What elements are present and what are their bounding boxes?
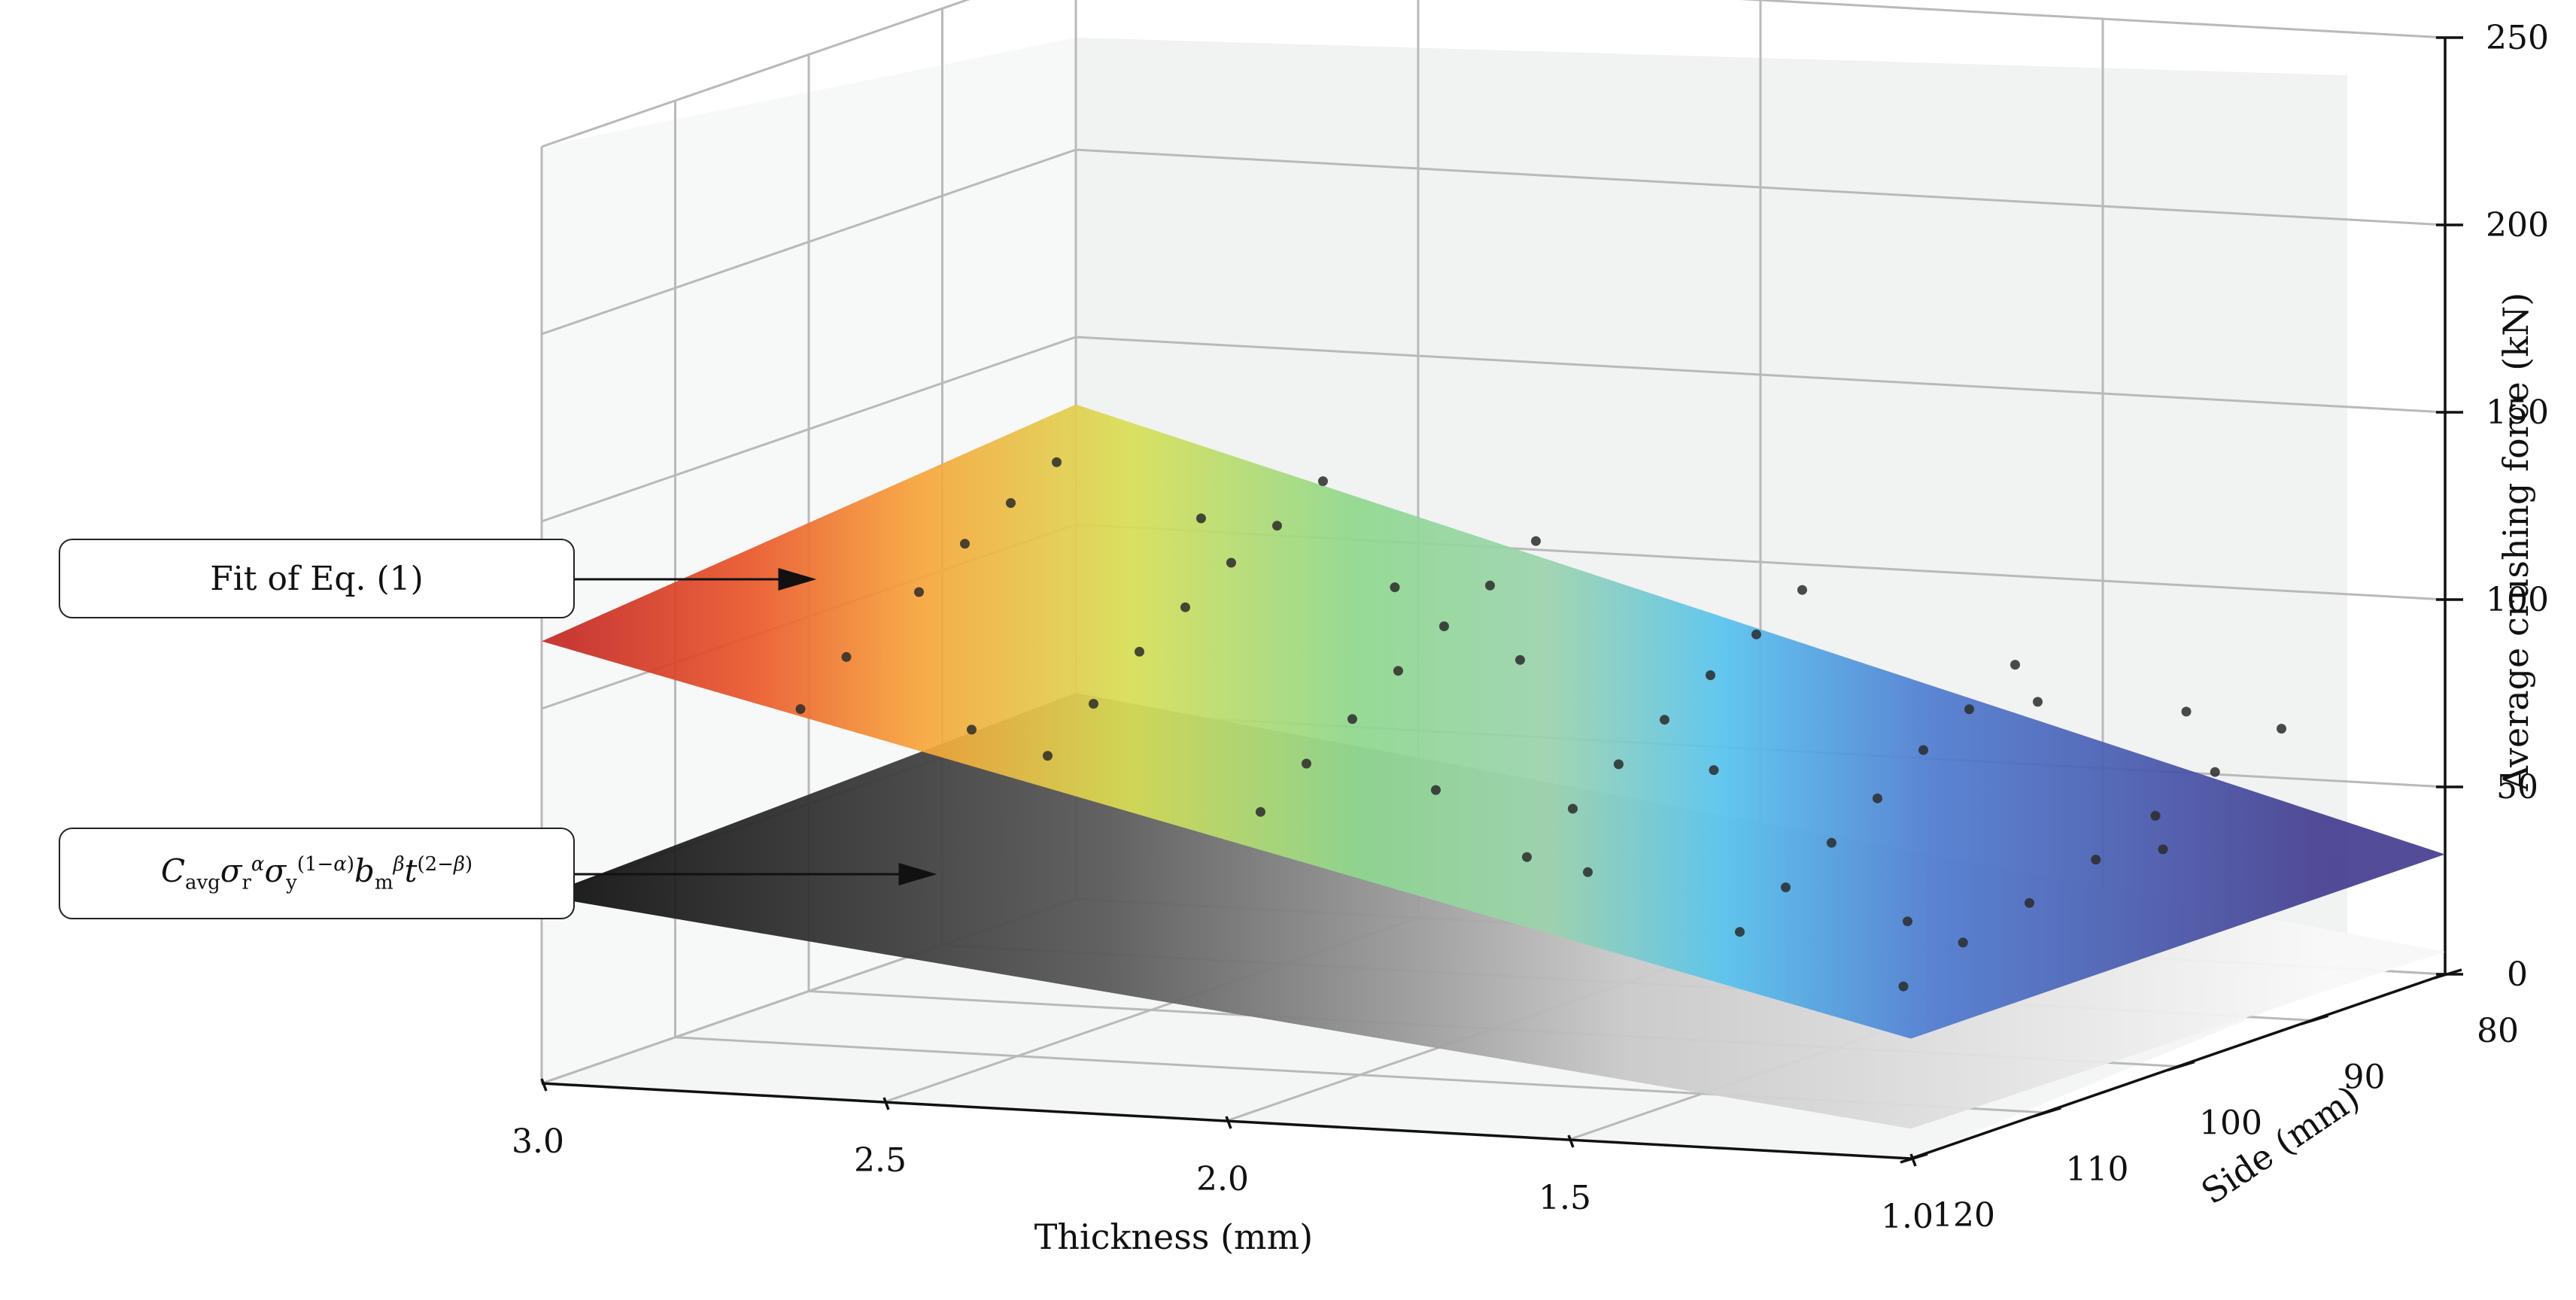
z-tick-label: 50 [2496,768,2538,806]
data-point [1797,585,1807,595]
data-point [1390,582,1400,593]
x-tick [882,1097,890,1110]
x-tick-label: 3.0 [512,1122,564,1161]
y-tick-label: 100 [2199,1104,2262,1143]
callout-arrows [575,567,937,886]
data-point [1347,714,1357,724]
data-point [1515,655,1525,665]
data-point [1439,621,1449,631]
x-tick [1225,1116,1232,1129]
data-point [1583,867,1593,877]
data-point [1135,646,1144,657]
data-point [2150,810,2161,821]
formula-callout-box: Cavgσrασy(1−α)bmβt(2−β) [59,828,575,919]
y-tick [2300,1014,2329,1025]
fit-surface [542,404,2445,1039]
data-point [1318,476,1328,487]
data-point [1751,629,1761,639]
z-tick-label: 0 [2507,955,2528,994]
x-tick-label: 2.5 [854,1141,907,1180]
data-point [914,587,924,597]
ticks [540,36,2463,1167]
data-point [1568,803,1578,814]
x-tick [1909,1153,1917,1167]
y-tick-label: 120 [1932,1196,1995,1235]
grid-line [541,0,971,148]
data-point [1964,704,1974,715]
scatter-points [795,457,2286,992]
data-point [1660,715,1669,725]
grid-line [541,148,1077,336]
y-tick [2167,1060,2195,1072]
data-point [1614,759,1624,770]
data-point [1903,916,1912,927]
grid-line [541,336,1077,523]
data-point [2010,660,2020,670]
data-point [841,652,852,662]
y-axis-label: Side (mm) [2194,1077,2367,1212]
y-tick [2033,1107,2062,1118]
x-axis-line [541,1082,1912,1160]
y-tick-label: 110 [2066,1150,2129,1189]
y-tick-label: 80 [2477,1012,2519,1050]
data-point [1781,882,1791,892]
data-point [1898,981,1909,992]
z-tick-label: 150 [2486,393,2549,432]
data-point [1706,670,1715,680]
z-tick-label: 100 [2486,581,2549,619]
tick-labels: 3.0 2.5 2.0 1.5 1.0 80 90 100 110 120 0 50 100 150 200… [512,19,2549,1236]
x-tick [540,1078,548,1092]
data-point [2210,767,2220,777]
x-tick-label: 1.5 [1539,1179,1591,1217]
z-axis-label: Average crushing force (kN) [2496,293,2536,792]
x-tick [1567,1134,1575,1148]
data-point [1827,837,1836,848]
z-tick-label: 250 [2486,19,2549,57]
y-tick [1900,1153,1928,1164]
data-point [1531,536,1541,546]
grid-line [1075,336,2446,414]
data-point [2033,697,2043,707]
data-point [1226,557,1236,568]
data-point [795,704,806,714]
data-point [967,724,977,735]
data-point [1302,758,1311,769]
grid-line [1075,148,2446,226]
data-point [1958,937,1968,948]
data-point [1180,602,1190,612]
grid-line [1739,0,2446,39]
y-tick-label: 90 [2344,1058,2386,1096]
data-point [1089,699,1098,709]
z-tick-label: 200 [2486,206,2549,245]
data-point [960,539,970,549]
data-point [1256,806,1265,817]
data-point [1272,521,1282,531]
fit-callout-box: Fit of Eq. (1) [59,539,575,618]
data-point [1522,852,1532,862]
data-point [1393,666,1403,676]
data-point [1918,745,1928,755]
data-point [1873,793,1882,803]
data-point [2181,706,2192,717]
x-tick-label: 2.0 [1196,1160,1249,1198]
data-point [1735,927,1745,937]
x-tick-label: 1.0 [1881,1198,1934,1236]
data-point [1431,785,1441,795]
x-axis-label: Thickness (mm) [1034,1216,1313,1257]
surfaces [542,404,2445,1129]
data-point [1196,513,1206,524]
data-point [1043,751,1053,761]
data-point [2158,844,2168,855]
formula-callout-label: Cavgσrασy(1−α)bmβt(2−β) [160,852,473,895]
data-point [2091,855,2101,865]
fit-callout-label: Fit of Eq. (1) [210,559,424,598]
data-point [1006,498,1016,509]
data-point [1485,580,1495,591]
data-point [1709,765,1719,776]
data-point [2025,898,2034,908]
data-point [2277,724,2286,734]
data-point [1052,457,1062,467]
